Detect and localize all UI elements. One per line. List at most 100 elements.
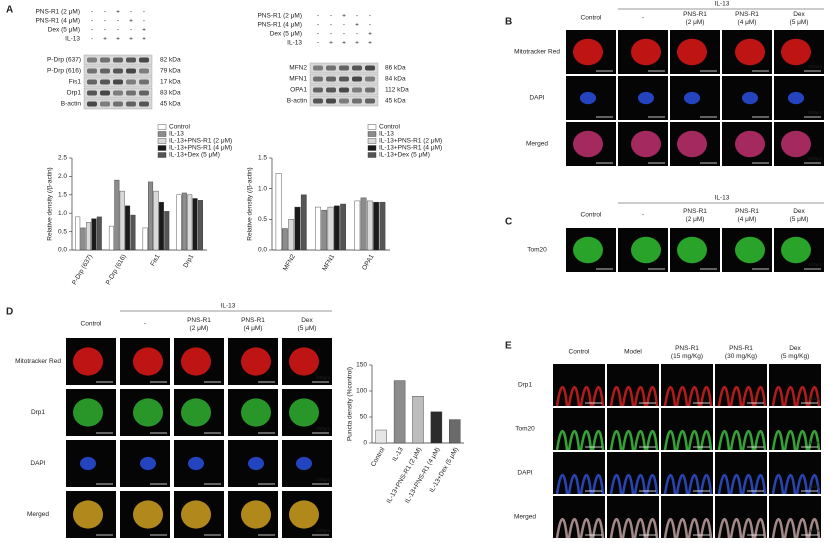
legend-swatch xyxy=(157,124,167,130)
column-label: - xyxy=(642,212,644,219)
bar xyxy=(91,218,97,251)
column-label: PNS-R1 (4 μM) xyxy=(735,11,759,26)
row-label: DAPI xyxy=(30,460,45,467)
column-label: PNS-R1 (4 μM) xyxy=(735,208,759,223)
treatment-label: Dex (5 μM) xyxy=(270,31,302,38)
tissue-fold xyxy=(795,385,809,407)
column-label: Dex (5 μM) xyxy=(298,317,317,332)
treatment-sign: + xyxy=(368,31,372,38)
treatment-sign: + xyxy=(329,40,333,47)
column-label: Dex (5 μM) xyxy=(790,208,809,223)
cell xyxy=(241,398,271,427)
row-label: Mitotracker Red xyxy=(15,358,61,365)
y-tick-label: 0 xyxy=(363,440,367,447)
band-name: P-Drp (637) xyxy=(47,57,81,64)
blot-band xyxy=(339,98,349,104)
bar xyxy=(119,190,125,251)
blot-band xyxy=(100,68,110,74)
treatment-sign: + xyxy=(116,36,120,43)
column-label: PNS-R1 (15 mg/Kg) xyxy=(671,345,703,360)
tissue-fold xyxy=(555,473,569,495)
bar xyxy=(108,225,114,251)
panel-label: A xyxy=(6,5,13,16)
column-label: Dex (5 mg/Kg) xyxy=(781,345,810,360)
band-size: 112 kDa xyxy=(385,87,409,94)
treatment-sign: + xyxy=(116,9,120,16)
cell xyxy=(289,347,319,376)
row-label: Tom20 xyxy=(515,426,535,433)
bar xyxy=(412,396,424,444)
bar xyxy=(275,173,282,251)
tissue-fold xyxy=(729,429,743,451)
panel-label: D xyxy=(6,307,13,318)
tissue-fold xyxy=(717,517,731,539)
column-label: PNS-R1 (4 μM) xyxy=(241,317,265,332)
treatment-sign: - xyxy=(117,27,119,34)
tissue-fold xyxy=(699,473,713,495)
tissue-fold xyxy=(567,429,581,451)
scale-bar-label: 200μm xyxy=(808,110,822,115)
cell xyxy=(781,130,811,158)
treatment-sign: - xyxy=(356,31,358,38)
column-label: PNS-R1 (2 μM) xyxy=(187,317,211,332)
treatment-sign: - xyxy=(330,31,332,38)
blot-band xyxy=(139,79,149,85)
scale-bar-label: 1mm xyxy=(809,528,819,533)
blot-band xyxy=(365,87,375,93)
treatment-label: PNS-R1 (4 μM) xyxy=(35,18,80,25)
tissue-fold xyxy=(621,473,635,495)
x-tick-label: OPA1 xyxy=(361,253,376,271)
bar xyxy=(449,419,461,444)
blot-band xyxy=(313,65,323,71)
y-tick-label: 1.0 xyxy=(58,210,67,217)
band-name: B-actin xyxy=(287,98,308,105)
cell xyxy=(781,236,811,264)
group-header: IL-13 xyxy=(221,303,236,310)
blot-band xyxy=(126,57,136,63)
y-tick-label: 0.5 xyxy=(258,216,267,223)
treatment-sign: + xyxy=(103,36,107,43)
tissue-fold xyxy=(687,385,701,407)
y-tick-label: 1.0 xyxy=(258,185,267,192)
row-label: Drp1 xyxy=(31,409,45,416)
blot-band xyxy=(113,79,123,85)
tissue-fold xyxy=(567,385,581,407)
treatment-sign: - xyxy=(91,18,93,25)
tissue-fold xyxy=(741,429,755,451)
tissue-fold xyxy=(717,429,731,451)
y-tick-label: 50 xyxy=(360,414,368,421)
cell xyxy=(289,500,319,529)
tissue-fold xyxy=(699,385,713,407)
column-label: Control xyxy=(581,15,603,22)
cell xyxy=(781,38,811,66)
cell xyxy=(241,500,271,529)
cell xyxy=(580,91,596,105)
tissue-fold xyxy=(579,473,593,495)
blot-band xyxy=(113,68,123,74)
legend-swatch xyxy=(367,152,377,158)
panel-label: E xyxy=(505,341,512,352)
y-axis-label: Relative density (/β-actin) xyxy=(47,167,54,240)
cell xyxy=(73,500,103,529)
treatment-sign: + xyxy=(342,40,346,47)
bar xyxy=(366,200,373,251)
blot-band xyxy=(352,87,362,93)
tissue-fold xyxy=(609,473,623,495)
treatment-sign: - xyxy=(317,22,319,29)
tissue-fold xyxy=(633,517,647,539)
blot-band xyxy=(352,65,362,71)
legend-label: IL-13 xyxy=(169,131,184,138)
treatment-label: IL-13 xyxy=(287,40,302,47)
blot-band xyxy=(339,87,349,93)
blot-band xyxy=(87,57,97,63)
treatment-sign: - xyxy=(369,13,371,20)
column-label: Control xyxy=(569,349,591,356)
y-tick-label: 1.5 xyxy=(258,155,267,162)
tissue-fold xyxy=(687,473,701,495)
blot-band xyxy=(100,57,110,63)
blot-band xyxy=(100,101,110,107)
cell xyxy=(188,456,204,471)
bar xyxy=(164,211,170,251)
blot-band xyxy=(126,79,136,85)
scale-bar-label: 1mm xyxy=(809,396,819,401)
